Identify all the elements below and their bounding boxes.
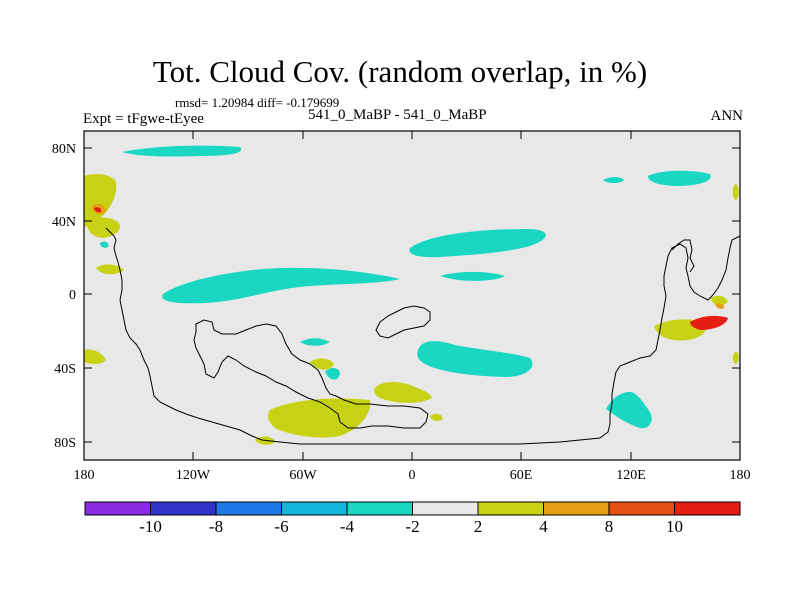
cyan-patch-west-small-b [100, 241, 109, 248]
red-patch-east [690, 315, 728, 330]
lat-label-40s: 40S [54, 362, 76, 377]
cyan-patch-south-pacific-a [300, 338, 330, 346]
lat-label-40n: 40N [52, 215, 76, 230]
lat-label-80n: 80N [52, 142, 76, 157]
lat-tick-marks [84, 147, 740, 443]
anomaly-shading [84, 145, 739, 445]
colorbar-label-8: 10 [666, 517, 683, 536]
colorbar-label-6: 4 [539, 517, 548, 536]
colorbar-labels: -10 -8 -6 -4 -2 2 4 8 10 [139, 517, 683, 536]
lon-tick-marks [83, 131, 741, 460]
olive-patch-west-1 [87, 217, 121, 238]
olive-patch-west-3 [84, 349, 106, 364]
colorbar-label-7: 8 [605, 517, 614, 536]
colorbar-box-6 [477, 501, 544, 516]
colorbar [84, 501, 741, 516]
olive-patch-east-2 [711, 295, 728, 306]
lat-label-0: 0 [69, 288, 76, 303]
colorbar-label-3: -4 [340, 517, 355, 536]
coastline-central-island [193, 319, 429, 429]
diff-value: diff= -0.179699 [257, 95, 340, 110]
colorbar-box-7 [543, 501, 610, 516]
experiment-label: Expt = tFgwe-tEyee [83, 111, 204, 127]
orange-patch-east [715, 303, 725, 309]
colorbar-box-8 [608, 501, 675, 516]
cyan-patch-north-east-small [603, 177, 624, 183]
cyan-patch-south-east [606, 391, 652, 429]
olive-patch-large-south [267, 398, 371, 438]
colorbar-box-3 [281, 501, 348, 516]
rmsd-value: rmsd= 1.20984 [175, 95, 254, 110]
lon-label-180e: 180 [730, 468, 751, 483]
coastline-small-island [375, 305, 431, 339]
lon-label-120w: 120W [176, 468, 211, 483]
cyan-patch-tropical-band [162, 267, 400, 304]
colorbar-box-9 [674, 501, 741, 516]
colorbar-label-0: -10 [139, 517, 162, 536]
lon-tick-labels: 180 120W 60W 0 60E 120E 180 [74, 468, 751, 483]
colorbar-box-1 [150, 501, 217, 516]
lon-label-60w: 60W [289, 468, 317, 483]
lon-label-120e: 120E [616, 468, 646, 483]
lon-label-60e: 60E [510, 468, 533, 483]
cyan-patch-mid-atlantic [409, 229, 546, 258]
cyan-patch-south-pacific-b [325, 368, 340, 380]
cyan-patch-north-pacific [122, 145, 242, 157]
lat-tick-labels: 80N 40N 0 40S 80S [52, 142, 76, 451]
olive-patch-east-3 [732, 351, 739, 364]
olive-patch-west-2 [96, 264, 124, 275]
olive-patch-small-1 [430, 413, 443, 421]
olive-patch-east-edge [732, 184, 739, 200]
colorbar-box-2 [215, 501, 282, 516]
coastline-east-inlet [671, 239, 695, 273]
stats-line: rmsd= 1.20984 diff= -0.179699 [175, 96, 339, 110]
red-patch-west [94, 207, 102, 213]
lat-label-80s: 80S [54, 436, 76, 451]
plot-title: Tot. Cloud Cov. (random overlap, in %) [152, 54, 648, 89]
colorbar-label-4: -2 [405, 517, 419, 536]
olive-patch-mid-1 [310, 358, 334, 370]
coastlines [105, 227, 741, 445]
season-label: ANN [710, 108, 744, 124]
coastline-west-continent [105, 227, 741, 445]
cyan-patch-north-east [648, 170, 711, 186]
cyan-patch-south-atlantic [417, 341, 533, 377]
lon-label-0: 0 [409, 468, 416, 483]
colorbar-box-4 [346, 501, 413, 516]
colorbar-box-5 [412, 501, 479, 516]
olive-patch-nw-corner [84, 174, 117, 227]
colorbar-label-2: -6 [274, 517, 288, 536]
cyan-patch-tropical-small [440, 271, 505, 281]
case-label: 541_0_MaBP - 541_0_MaBP [308, 107, 487, 123]
colorbar-label-5: 2 [474, 517, 483, 536]
colorbar-box-0 [84, 501, 151, 516]
lon-label-180w: 180 [74, 468, 95, 483]
olive-patch-south-2 [374, 381, 432, 403]
colorbar-label-1: -8 [209, 517, 223, 536]
